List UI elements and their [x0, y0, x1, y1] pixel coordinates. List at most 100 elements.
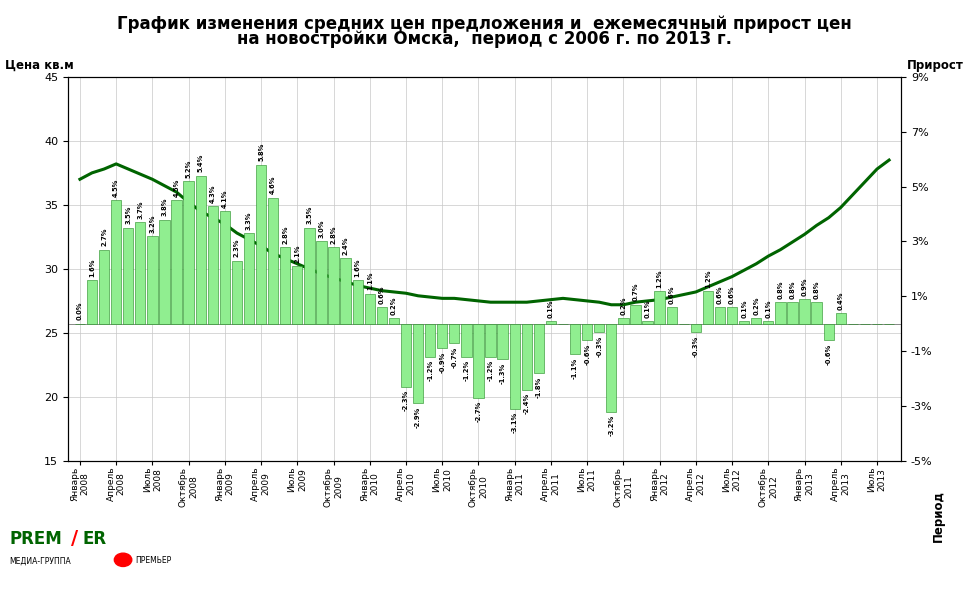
Bar — [691, 324, 701, 332]
Bar — [316, 242, 327, 324]
Text: 0.2%: 0.2% — [620, 297, 626, 315]
Text: -0.3%: -0.3% — [693, 335, 699, 356]
Bar — [353, 280, 362, 324]
Text: 1.6%: 1.6% — [355, 258, 360, 277]
Text: -3.2%: -3.2% — [609, 415, 614, 436]
Bar — [207, 206, 218, 324]
Text: -1.1%: -1.1% — [572, 357, 578, 378]
Text: 0.2%: 0.2% — [391, 297, 397, 315]
Bar — [389, 319, 399, 324]
Text: 3.0%: 3.0% — [319, 220, 325, 238]
Text: -2.7%: -2.7% — [476, 401, 482, 423]
Bar — [497, 324, 508, 359]
Text: ПРЕМЬЕР: ПРЕМЬЕР — [136, 556, 172, 565]
Text: 0.1%: 0.1% — [766, 299, 771, 318]
Text: -0.7%: -0.7% — [452, 346, 457, 368]
Text: 5.8%: 5.8% — [258, 143, 265, 161]
Bar — [268, 197, 278, 324]
Bar — [135, 222, 145, 324]
Bar — [824, 324, 834, 340]
Text: 3.8%: 3.8% — [162, 198, 168, 216]
Bar — [534, 324, 544, 373]
Text: 0.7%: 0.7% — [633, 282, 639, 301]
Bar — [183, 181, 194, 324]
Bar — [764, 321, 773, 324]
Text: 3.5%: 3.5% — [125, 206, 131, 225]
Bar — [775, 302, 786, 324]
Text: 3.5%: 3.5% — [306, 206, 312, 225]
Bar — [196, 176, 205, 324]
Text: 0.2%: 0.2% — [753, 297, 760, 315]
Bar — [172, 200, 181, 324]
Text: 0.9%: 0.9% — [801, 277, 807, 296]
Text: 2.3%: 2.3% — [234, 239, 240, 258]
Text: 0.6%: 0.6% — [669, 285, 674, 304]
Text: 2.8%: 2.8% — [330, 225, 336, 243]
Text: ER: ER — [83, 530, 107, 548]
Text: Прирост: Прирост — [907, 59, 964, 72]
Bar — [340, 258, 351, 324]
Text: -1.3%: -1.3% — [500, 363, 506, 384]
Bar — [570, 324, 580, 354]
Bar — [727, 307, 737, 324]
Text: -0.9%: -0.9% — [439, 352, 445, 373]
Text: PREM: PREM — [10, 530, 62, 548]
Text: 3.7%: 3.7% — [138, 200, 143, 219]
Text: 0.8%: 0.8% — [790, 280, 796, 298]
Text: -3.1%: -3.1% — [512, 412, 517, 433]
Text: -1.2%: -1.2% — [463, 360, 469, 381]
Bar — [715, 307, 725, 324]
Bar — [654, 291, 665, 324]
Bar — [510, 324, 519, 409]
Bar — [546, 321, 556, 324]
Bar — [328, 247, 338, 324]
Bar — [437, 324, 448, 349]
Text: 4.5%: 4.5% — [113, 178, 119, 197]
Text: 0.1%: 0.1% — [741, 299, 747, 318]
Bar — [401, 324, 411, 387]
Text: 2.8%: 2.8% — [282, 225, 288, 243]
Bar — [703, 291, 713, 324]
Bar — [159, 219, 170, 324]
Text: Период: Период — [932, 491, 945, 543]
Bar — [667, 307, 676, 324]
Bar — [232, 261, 242, 324]
Bar — [364, 294, 375, 324]
Bar — [582, 324, 592, 340]
Bar — [293, 266, 302, 324]
Circle shape — [114, 553, 132, 566]
Bar — [811, 302, 822, 324]
Text: -1.2%: -1.2% — [427, 360, 433, 381]
Text: -0.3%: -0.3% — [596, 335, 603, 356]
Bar — [799, 299, 810, 324]
Text: 4.1%: 4.1% — [222, 190, 228, 208]
Bar — [99, 250, 109, 324]
Text: -1.2%: -1.2% — [487, 360, 493, 381]
Text: -1.8%: -1.8% — [536, 376, 542, 398]
Text: 2.1%: 2.1% — [295, 244, 300, 263]
Bar — [111, 200, 121, 324]
Bar — [473, 324, 484, 398]
Text: 0.8%: 0.8% — [777, 280, 783, 298]
Text: 5.4%: 5.4% — [198, 154, 203, 173]
Text: 3.2%: 3.2% — [149, 214, 155, 233]
Text: 0.1%: 0.1% — [644, 299, 650, 318]
Bar — [413, 324, 423, 404]
Bar — [123, 228, 134, 324]
Text: 1.1%: 1.1% — [366, 272, 373, 290]
Text: -0.6%: -0.6% — [584, 343, 590, 365]
Bar — [788, 302, 797, 324]
Text: 5.2%: 5.2% — [186, 160, 192, 178]
Bar — [244, 233, 254, 324]
Text: График изменения средних цен предложения и  ежемесячный прирост цен: График изменения средних цен предложения… — [117, 15, 852, 33]
Bar — [461, 324, 472, 357]
Text: 0.0%: 0.0% — [77, 302, 83, 320]
Bar — [87, 280, 97, 324]
Text: 1.2%: 1.2% — [657, 269, 663, 288]
Text: 2.4%: 2.4% — [343, 236, 349, 255]
Text: 0.6%: 0.6% — [729, 285, 735, 304]
Text: 0.1%: 0.1% — [547, 299, 554, 318]
Bar — [485, 324, 496, 357]
Text: 4.5%: 4.5% — [173, 178, 179, 197]
Text: 4.6%: 4.6% — [270, 176, 276, 194]
